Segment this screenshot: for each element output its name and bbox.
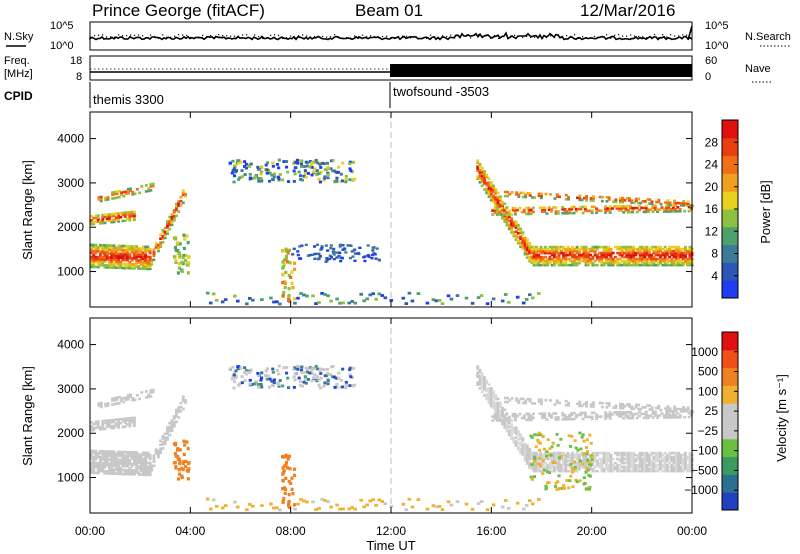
colorbar-tick: −1000 [684, 483, 718, 497]
nsky-tick-bottom: 10^0 [50, 40, 74, 52]
date-title: 12/Mar/2016 [580, 1, 675, 20]
colorbar-tick: 4 [711, 269, 718, 283]
colorbar-swatch [722, 332, 738, 351]
x-tick-label: 00:00 [677, 524, 707, 538]
colorbar-tick: 20 [705, 180, 719, 194]
freq-tick-top: 18 [70, 55, 82, 67]
nsky-panel: N.Sky 10^5 10^0 10^5 10^0 N.Search [4, 20, 791, 52]
colorbar-tick: −500 [691, 463, 718, 477]
freq-tick-bottom: 8 [76, 71, 82, 83]
colorbar-tick: 28 [705, 135, 719, 149]
nsky-label: N.Sky [4, 31, 34, 43]
y-tick-label: 4000 [57, 132, 84, 146]
cpid-segment-2: twofsound -3503 [393, 84, 489, 99]
colorbar-swatch [722, 280, 738, 299]
freq-trace [90, 64, 692, 77]
cpid-label: CPID [4, 89, 33, 103]
station-title: Prince George (fitACF) [92, 1, 265, 20]
velocity-colorbar: 1000 500 100 25 −25 −100 −500 −1000 [684, 331, 739, 511]
colorbar-swatch [722, 209, 738, 228]
nave-tick-top: 60 [705, 55, 717, 67]
nsky-tick-top: 10^5 [50, 20, 74, 32]
colorbar-swatch [722, 226, 738, 246]
y-tick-label: 3000 [57, 382, 84, 396]
colorbar-swatch [722, 438, 738, 458]
cpid-segment-1: themis 3300 [93, 92, 164, 107]
freq-label-2: [MHz] [4, 68, 33, 80]
beam-title: Beam 01 [355, 1, 423, 20]
x-axis: 00:00 04:00 08:00 12:00 16:00 20:00 00:00 [75, 112, 707, 538]
x-tick-label: 00:00 [75, 524, 105, 538]
nave-label: Nave [745, 63, 771, 75]
y-tick-label: 1000 [57, 471, 84, 485]
power-cbar-label: Power [dB] [758, 180, 773, 244]
power-panel: 4000 3000 2000 1000 Slant Range [km] 28 24 20… [20, 111, 773, 308]
colorbar-tick: 500 [698, 365, 718, 379]
nsearch-tick-bottom: 10^0 [705, 40, 729, 52]
colorbar-swatch [722, 367, 738, 386]
power-colorbar: 28 24 20 16 12 8 4 [705, 119, 739, 299]
y-tick-label: 3000 [57, 176, 84, 190]
colorbar-tick: 16 [705, 202, 719, 216]
x-tick-label: 08:00 [276, 524, 306, 538]
colorbar-tick: −100 [691, 444, 718, 458]
colorbar-swatch [722, 262, 738, 281]
colorbar-tick: 8 [711, 247, 718, 261]
nsearch-tick-top: 10^5 [705, 20, 729, 32]
velocity-panel: 4000 3000 2000 1000 Slant Range [km] 1000 50… [20, 317, 789, 514]
velocity-ylabel: Slant Range [km] [20, 366, 35, 466]
colorbar-swatch [722, 244, 738, 263]
power-ylabel: Slant Range [km] [20, 160, 35, 260]
x-tick-label: 04:00 [175, 524, 205, 538]
cpid-panel: CPID themis 3300 twofsound -3503 [4, 82, 489, 108]
colorbar-swatch [722, 155, 738, 174]
colorbar-swatch [722, 492, 738, 511]
y-tick-label: 1000 [57, 265, 84, 279]
colorbar-swatch [722, 120, 738, 139]
colorbar-tick: 12 [705, 224, 719, 238]
nsky-trace [89, 25, 693, 41]
y-tick-label: 2000 [57, 220, 84, 234]
y-tick-label: 2000 [57, 426, 84, 440]
freq-panel: Freq. [MHz] 18 8 60 0 Nave [4, 55, 772, 83]
colorbar-swatch [722, 173, 738, 192]
x-tick-label: 12:00 [376, 524, 406, 538]
power-yticks: 4000 3000 2000 1000 [57, 132, 692, 279]
nsearch-label: N.Search [745, 31, 791, 43]
colorbar-swatch [722, 385, 738, 404]
velocity-yticks: 4000 3000 2000 1000 [57, 338, 692, 485]
x-axis-label: Time UT [366, 538, 415, 553]
velocity-data [90, 364, 695, 512]
x-tick-label: 16:00 [476, 524, 506, 538]
colorbar-tick: −25 [698, 424, 719, 438]
colorbar-tick: 100 [698, 384, 718, 398]
x-tick-label: 20:00 [577, 524, 607, 538]
colorbar-swatch [722, 191, 738, 210]
power-data [90, 158, 695, 306]
colorbar-tick: 25 [705, 404, 719, 418]
colorbar-swatch [722, 456, 738, 475]
nave-tick-bottom: 0 [705, 71, 711, 83]
colorbar-swatch [722, 349, 738, 369]
velocity-cbar-label: Velocity [m s⁻¹] [774, 374, 789, 462]
colorbar-swatch [722, 421, 738, 440]
colorbar-swatch [722, 403, 738, 422]
freq-label-1: Freq. [4, 55, 30, 67]
colorbar-tick: 1000 [691, 345, 718, 359]
colorbar-swatch [722, 474, 738, 493]
colorbar-tick: 24 [705, 158, 719, 172]
y-tick-label: 4000 [57, 338, 84, 352]
colorbar-swatch [722, 137, 738, 157]
